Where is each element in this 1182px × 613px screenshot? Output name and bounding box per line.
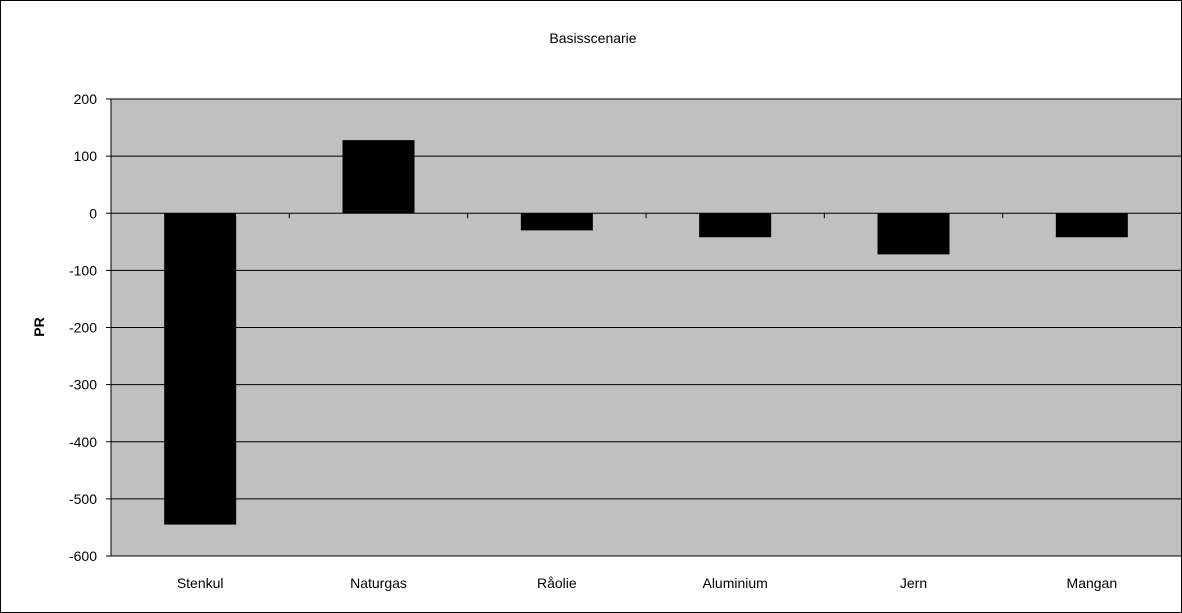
- chart-title: Basisscenarie: [549, 30, 636, 46]
- bar: [520, 213, 593, 231]
- y-tick-label: -500: [69, 491, 97, 507]
- x-tick-label: Råolie: [537, 575, 577, 591]
- x-tick-label: Jern: [900, 575, 927, 591]
- plot-area: 200 100 0 -100 -200 -300 -400 -500 -600 Stenkul Na…: [69, 91, 1181, 591]
- x-tick-label: Mangan: [1067, 575, 1118, 591]
- x-tick-label: Stenkul: [177, 575, 224, 591]
- y-tick-label: -100: [69, 262, 97, 278]
- y-tick-label: -400: [69, 434, 97, 450]
- bar: [342, 140, 415, 214]
- y-tick-label: 100: [74, 148, 98, 164]
- y-tick-label: 200: [74, 91, 98, 107]
- y-axis-label: PR: [31, 317, 47, 336]
- y-tick-label: -200: [69, 320, 97, 336]
- y-tick-label: 0: [89, 205, 97, 221]
- y-tick-label: -600: [69, 548, 97, 564]
- bar: [877, 213, 950, 255]
- bar: [699, 213, 772, 238]
- x-tick-label: Naturgas: [350, 575, 407, 591]
- x-tick-label: Aluminium: [702, 575, 767, 591]
- bar: [1055, 213, 1128, 238]
- y-tick-label: -300: [69, 377, 97, 393]
- bar: [164, 213, 237, 525]
